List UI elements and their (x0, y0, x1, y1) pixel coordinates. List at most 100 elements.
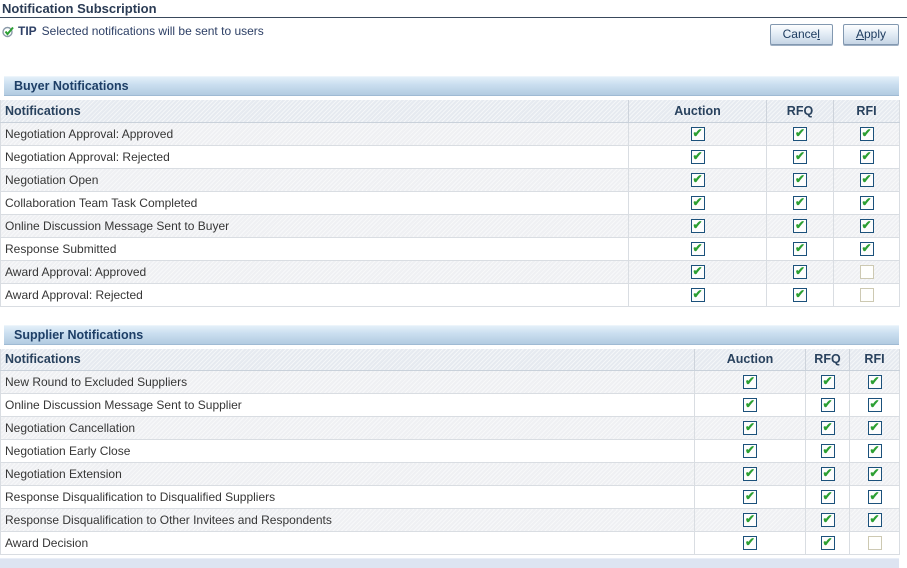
rfq-checkbox[interactable]: ✔ (820, 398, 835, 413)
tip-message: TIP Selected notifications will be sent … (2, 24, 264, 38)
auction-checkbox[interactable]: ✔ (743, 444, 757, 459)
auction-checkbox[interactable]: ✔ (743, 536, 757, 551)
rfi-checkbox[interactable]: ✔ (867, 398, 882, 413)
apply-button[interactable]: Apply (842, 24, 899, 45)
auction-checkbox[interactable]: ✔ (743, 421, 757, 436)
auction-checkbox[interactable]: ✔ (743, 375, 757, 390)
rfi-checkbox[interactable]: ✔ (859, 125, 874, 141)
supplier-section-header: Supplier Notifications (4, 324, 899, 345)
rfq-checkbox[interactable]: ✔ (793, 194, 807, 210)
rfq-checkbox[interactable]: ✔ (820, 536, 835, 551)
check-icon: ✔ (794, 171, 806, 186)
rfq-checkbox[interactable]: ✔ (793, 240, 807, 256)
check-icon: ✔ (744, 489, 756, 504)
check-icon: ✔ (794, 240, 806, 255)
buyer-section-header: Buyer Notifications (4, 76, 899, 96)
rfi-cell: ✔ (833, 145, 900, 169)
table-row: Collaboration Team Task Completed ✔ ✔ ✔ (0, 191, 900, 215)
page-header: Notification Subscription (0, 0, 907, 18)
rfq-checkbox[interactable]: ✔ (820, 467, 835, 482)
rfq-cell: ✔ (805, 485, 850, 509)
rfi-cell: ✔ (849, 439, 900, 463)
rfi-checkbox[interactable]: ✔ (859, 149, 874, 164)
column-header-notifications: Notifications (0, 100, 629, 123)
rfi-cell: ✔ (833, 122, 900, 146)
rfq-checkbox[interactable]: ✔ (793, 218, 807, 233)
auction-checkbox[interactable]: ✔ (690, 264, 705, 279)
rfi-checkbox[interactable]: ✔ (867, 444, 882, 459)
rfq-checkbox[interactable]: ✔ (793, 126, 807, 141)
rfi-cell: ✔ (849, 485, 900, 509)
rfi-cell: ✔ (833, 168, 900, 192)
rfi-checkbox[interactable]: ✔ (867, 513, 882, 528)
rfi-checkbox[interactable]: ✔ (867, 490, 882, 505)
rfi-checkbox[interactable]: ✔ (859, 241, 874, 256)
rfi-checkbox[interactable]: ✔ (867, 374, 882, 390)
check-icon: ✔ (692, 286, 703, 301)
check-icon: ✔ (861, 125, 872, 140)
rfi-cell: ✔ (849, 416, 900, 440)
rfq-checkbox[interactable]: ✔ (820, 420, 835, 436)
rfq-checkbox[interactable]: ✔ (820, 490, 835, 505)
rfq-checkbox[interactable]: ✔ (793, 263, 807, 279)
table-row: Negotiation Approval: Rejected ✔ ✔ ✔ (0, 145, 900, 169)
auction-cell: ✔ (694, 393, 806, 417)
auction-checkbox[interactable]: ✔ (743, 513, 757, 528)
check-icon: ✔ (861, 217, 872, 232)
check-icon: ✔ (794, 263, 806, 278)
rfq-checkbox[interactable]: ✔ (793, 149, 807, 164)
rfq-checkbox[interactable]: ✔ (793, 171, 807, 187)
notification-label: Negotiation Early Close (0, 439, 695, 463)
table-row: Negotiation Early Close ✔ ✔ ✔ (0, 439, 900, 463)
notification-label: Online Discussion Message Sent to Buyer (0, 214, 629, 238)
table-row: Response Disqualification to Other Invit… (0, 508, 900, 532)
table-row: Award Approval: Rejected ✔ ✔ (0, 283, 900, 307)
rfi-cell: ✔ (833, 237, 900, 261)
rfq-cell: ✔ (766, 191, 834, 215)
auction-cell: ✔ (628, 214, 767, 238)
notification-label: Negotiation Approval: Approved (0, 122, 629, 146)
cancel-button[interactable]: Cancel (769, 24, 833, 45)
rfi-checkbox[interactable]: ✔ (859, 172, 874, 187)
check-icon: ✔ (794, 286, 806, 301)
auction-checkbox[interactable]: ✔ (743, 397, 757, 413)
auction-cell: ✔ (628, 168, 767, 192)
auction-checkbox[interactable]: ✔ (690, 241, 705, 256)
check-icon: ✔ (794, 194, 806, 209)
check-icon: ✔ (822, 443, 833, 458)
auction-checkbox[interactable]: ✔ (690, 172, 705, 187)
auction-checkbox[interactable]: ✔ (690, 217, 705, 233)
auction-checkbox[interactable]: ✔ (690, 149, 705, 164)
auction-cell: ✔ (694, 531, 806, 555)
check-icon: ✔ (869, 374, 880, 389)
auction-cell: ✔ (628, 283, 767, 307)
rfq-checkbox[interactable]: ✔ (820, 513, 835, 528)
footer-strip (0, 558, 899, 568)
rfi-checkbox[interactable]: ✔ (867, 421, 882, 436)
table-row: Award Decision ✔ ✔ (0, 531, 900, 555)
auction-cell: ✔ (694, 416, 806, 440)
rfi-checkbox[interactable]: ✔ (859, 195, 874, 210)
rfq-checkbox[interactable]: ✔ (793, 286, 807, 302)
notification-label: New Round to Excluded Suppliers (0, 370, 695, 394)
check-icon: ✔ (692, 217, 703, 232)
action-buttons: Cancel Apply (769, 24, 899, 45)
auction-checkbox[interactable]: ✔ (743, 489, 757, 505)
auction-checkbox[interactable]: ✔ (743, 467, 757, 482)
page-title: Notification Subscription (2, 1, 157, 16)
check-icon: ✔ (744, 397, 756, 412)
rfq-cell: ✔ (805, 416, 850, 440)
auction-checkbox[interactable]: ✔ (690, 286, 705, 302)
notification-label: Award Decision (0, 531, 695, 555)
auction-checkbox[interactable]: ✔ (690, 126, 705, 141)
rfq-checkbox[interactable]: ✔ (820, 443, 835, 459)
auction-cell: ✔ (694, 508, 806, 532)
rfi-checkbox[interactable]: ✔ (867, 467, 882, 482)
rfi-checkbox[interactable]: ✔ (859, 217, 874, 233)
rfq-checkbox[interactable]: ✔ (820, 375, 835, 390)
check-icon: ✔ (822, 420, 833, 435)
auction-checkbox[interactable]: ✔ (690, 195, 705, 210)
column-header-rfq: RFQ (805, 348, 850, 371)
rfq-cell: ✔ (766, 283, 834, 307)
